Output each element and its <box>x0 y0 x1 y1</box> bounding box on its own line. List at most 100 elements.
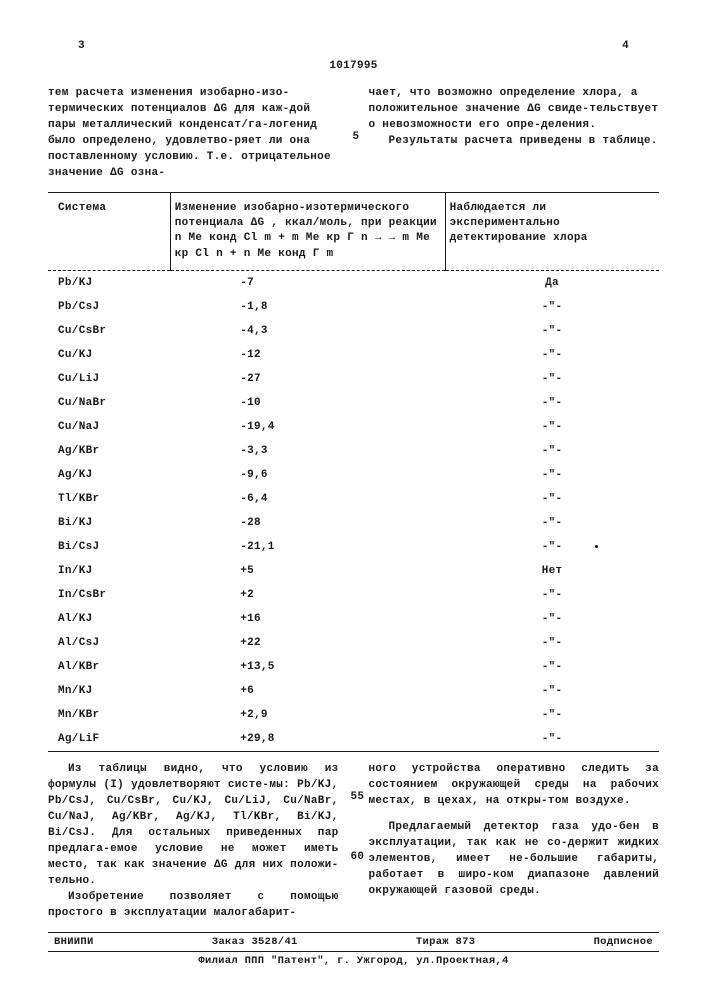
cell-detection: -"- <box>445 655 659 679</box>
intro-right-p2: Результаты расчета приведены в таблице. <box>369 134 660 150</box>
cell-detection: -"- <box>445 391 659 415</box>
cell-system: Ag/KJ <box>48 463 170 487</box>
cell-system: Pb/KJ <box>48 271 170 296</box>
table-row: Cu/NaBr-10-"- <box>48 391 659 415</box>
cell-system: In/CsBr <box>48 583 170 607</box>
table-row: Ag/KJ-9,6-"- <box>48 463 659 487</box>
cell-dg: +2 <box>170 583 445 607</box>
cell-system: Mn/KBr <box>48 703 170 727</box>
table-row: Al/CsJ+22-"- <box>48 631 659 655</box>
footer: ВНИИПИ Заказ 3528/41 Тираж 873 Подписное… <box>48 932 659 967</box>
cell-system: Bi/CsJ <box>48 535 170 559</box>
page-left: 3 <box>78 40 85 52</box>
cell-system: Bi/KJ <box>48 511 170 535</box>
cell-system: Cu/NaBr <box>48 391 170 415</box>
th-detection: Наблюдается ли экспериментально детектир… <box>445 192 659 271</box>
body-right-p1: ного устройства оперативно следить за со… <box>369 762 660 810</box>
cell-dg: -7 <box>170 271 445 296</box>
cell-detection: -"- <box>445 511 659 535</box>
cell-dg: +2,9 <box>170 703 445 727</box>
cell-system: Al/KJ <box>48 607 170 631</box>
cell-dg: -27 <box>170 367 445 391</box>
table-row: Mn/KBr+2,9-"- <box>48 703 659 727</box>
page-right: 4 <box>622 40 629 52</box>
line-number-5: 5 <box>353 130 360 146</box>
footer-tirage: Тираж 873 <box>416 936 475 948</box>
cell-detection: -"- <box>445 295 659 319</box>
cell-detection: -"- <box>445 463 659 487</box>
cell-detection: Да <box>445 271 659 296</box>
table-row: In/CsBr+2-"- <box>48 583 659 607</box>
body-left-p1: Из таблицы видно, что условию из формулы… <box>48 762 339 890</box>
cell-detection: -"- <box>445 415 659 439</box>
cell-detection: -"- <box>445 583 659 607</box>
table-row: Al/KBr+13,5-"- <box>48 655 659 679</box>
cell-dg: -21,1 <box>170 535 445 559</box>
cell-dg: -19,4 <box>170 415 445 439</box>
cell-dg: -28 <box>170 511 445 535</box>
cell-system: Tl/KBr <box>48 487 170 511</box>
table-row: Pb/CsJ-1,8-"- <box>48 295 659 319</box>
line-number-60: 60 <box>351 850 365 866</box>
footer-filial: Филиал ППП "Патент", г. Ужгород, ул.Прое… <box>48 952 659 967</box>
cell-system: In/KJ <box>48 559 170 583</box>
table-row: Tl/KBr-6,4-"- <box>48 487 659 511</box>
cell-system: Ag/KBr <box>48 439 170 463</box>
cell-dg: +16 <box>170 607 445 631</box>
cell-dg: -6,4 <box>170 487 445 511</box>
table-row: Bi/CsJ-21,1-"- <box>48 535 659 559</box>
cell-detection: -"- <box>445 487 659 511</box>
cell-detection: -"- <box>445 439 659 463</box>
cell-detection: -"- <box>445 703 659 727</box>
cell-system: Mn/KJ <box>48 679 170 703</box>
table-row: Pb/KJ-7Да <box>48 271 659 296</box>
cell-detection: -"- <box>445 607 659 631</box>
cell-dg: +13,5 <box>170 655 445 679</box>
table-row: Bi/KJ-28-"- <box>48 511 659 535</box>
table-row: In/KJ+5Нет <box>48 559 659 583</box>
cell-dg: +22 <box>170 631 445 655</box>
intro-left: тем расчета изменения изобарно-изо-терми… <box>48 86 339 182</box>
cell-detection: -"- <box>445 343 659 367</box>
body-right-p2: Предлагаемый детектор газа удо-бен в экс… <box>369 820 660 900</box>
table-row: Al/KJ+16-"- <box>48 607 659 631</box>
cell-system: Cu/KJ <box>48 343 170 367</box>
table-row: Cu/LiJ-27-"- <box>48 367 659 391</box>
cell-detection: -"- <box>445 367 659 391</box>
th-system: Система <box>48 192 170 271</box>
cell-detection: -"- <box>445 535 659 559</box>
cell-system: Ag/LiF <box>48 727 170 752</box>
footer-podpis: Подписное <box>594 936 653 948</box>
cell-dg: -9,6 <box>170 463 445 487</box>
results-table: Система Изменение изобарно-изотермическо… <box>48 192 659 753</box>
cell-detection: -"- <box>445 631 659 655</box>
footer-order: Заказ 3528/41 <box>212 936 298 948</box>
cell-detection: -"- <box>445 319 659 343</box>
cell-dg: -3,3 <box>170 439 445 463</box>
cell-dg: -10 <box>170 391 445 415</box>
intro-right-p1: чает, что возможно определение хлора, а … <box>369 87 659 131</box>
cell-dg: -12 <box>170 343 445 367</box>
cell-system: Cu/NaJ <box>48 415 170 439</box>
th-dg: Изменение изобарно-изотермического потен… <box>170 192 445 271</box>
doc-number: 1017995 <box>48 60 659 72</box>
cell-detection: -"- <box>445 727 659 752</box>
cell-dg: -4,3 <box>170 319 445 343</box>
cell-system: Cu/CsBr <box>48 319 170 343</box>
cell-detection: -"- <box>445 679 659 703</box>
cell-system: Pb/CsJ <box>48 295 170 319</box>
table-row: Cu/NaJ-19,4-"- <box>48 415 659 439</box>
table-row: Cu/KJ-12-"- <box>48 343 659 367</box>
cell-system: Cu/LiJ <box>48 367 170 391</box>
cell-dg: -1,8 <box>170 295 445 319</box>
table-row: Ag/KBr-3,3-"- <box>48 439 659 463</box>
line-number-55: 55 <box>351 790 365 806</box>
table-row: Cu/CsBr-4,3-"- <box>48 319 659 343</box>
scan-artifact <box>595 545 598 548</box>
cell-system: Al/CsJ <box>48 631 170 655</box>
cell-dg: +29,8 <box>170 727 445 752</box>
cell-system: Al/KBr <box>48 655 170 679</box>
table-row: Ag/LiF+29,8-"- <box>48 727 659 752</box>
cell-dg: +6 <box>170 679 445 703</box>
table-row: Mn/KJ+6-"- <box>48 679 659 703</box>
